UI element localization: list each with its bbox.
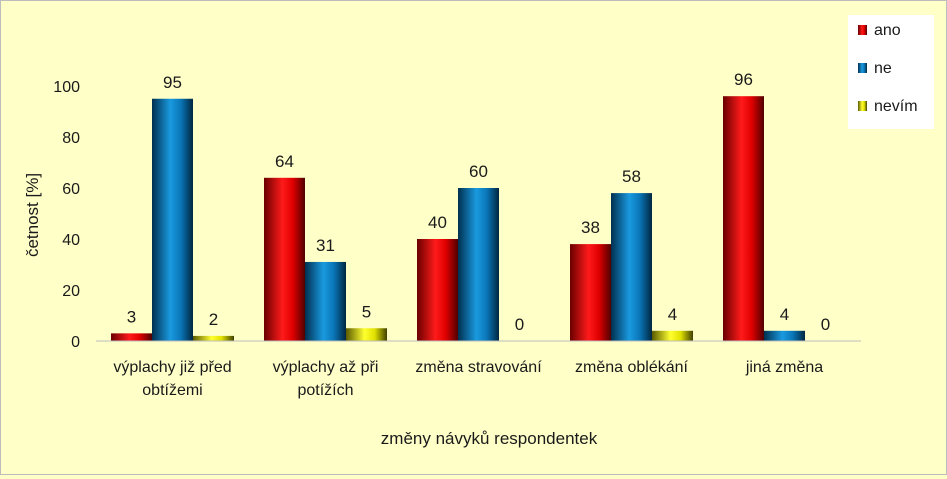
legend-label-ano: ano: [874, 22, 901, 39]
x-tick-label: výplachy již před: [113, 359, 231, 376]
legend: ano ne nevím: [848, 15, 934, 129]
data-label-ano-3: 38: [581, 218, 600, 237]
bar-ne-0: [152, 98, 193, 341]
data-label-ano-2: 40: [428, 213, 447, 232]
bar-ne-4: [764, 330, 805, 341]
y-tick-label: 100: [53, 79, 80, 96]
data-label-ano-0: 3: [127, 307, 136, 326]
x-tick-label: potížích: [297, 382, 353, 399]
bar-nevím-1: [346, 328, 387, 341]
bars: [111, 96, 805, 341]
x-tick-label: změna oblékání: [575, 359, 689, 376]
bar-ano-1: [264, 177, 305, 341]
x-tick-label: jiná změna: [745, 359, 823, 376]
x-axis: výplachy již před obtížemi výplachy až při…: [96, 340, 861, 399]
data-label-nevím-4: 0: [821, 315, 830, 334]
data-label-ne-2: 60: [469, 162, 488, 181]
y-tick-label: 0: [71, 334, 80, 351]
bar-nevím-0: [193, 335, 234, 341]
x-tick-label: výplachy až při: [273, 359, 379, 376]
data-label-nevím-0: 2: [209, 310, 218, 329]
data-label-ano-4: 96: [734, 70, 753, 89]
data-label-ne-3: 58: [622, 167, 641, 186]
legend-swatch-ano: [858, 25, 867, 35]
data-label-nevím-1: 5: [362, 302, 371, 321]
legend-label-nevím: nevím: [874, 98, 918, 115]
legend-swatch-ne: [858, 63, 867, 73]
bar-ne-2: [458, 188, 499, 341]
bar-ne-3: [611, 193, 652, 341]
bar-ano-2: [417, 239, 458, 341]
y-axis: 0 20 40 60 80 100: [53, 79, 80, 351]
data-label-nevím-2: 0: [515, 315, 524, 334]
bar-ano-3: [570, 244, 611, 341]
bar-nevím-3: [652, 330, 693, 341]
y-tick-label: 40: [62, 232, 80, 249]
bar-ne-1: [305, 261, 346, 341]
bar-ano-4: [723, 96, 764, 341]
bar-ano-0: [111, 333, 152, 341]
data-label-ne-4: 4: [780, 305, 789, 324]
data-label-ne-1: 31: [316, 236, 335, 255]
data-label-ano-1: 64: [275, 152, 294, 171]
x-tick-label: obtížemi: [142, 382, 202, 399]
x-axis-title: změny návyků respondentek: [381, 429, 598, 448]
y-tick-label: 80: [62, 130, 80, 147]
x-tick-label: změna stravování: [415, 359, 542, 376]
y-axis-title: četnost [%]: [23, 173, 42, 257]
legend-label-ne: ne: [874, 60, 892, 77]
legend-swatch-nevím: [858, 101, 867, 111]
y-tick-label: 20: [62, 283, 80, 300]
y-tick-label: 60: [62, 181, 80, 198]
data-label-nevím-3: 4: [668, 305, 677, 324]
data-label-ne-0: 95: [163, 73, 182, 92]
